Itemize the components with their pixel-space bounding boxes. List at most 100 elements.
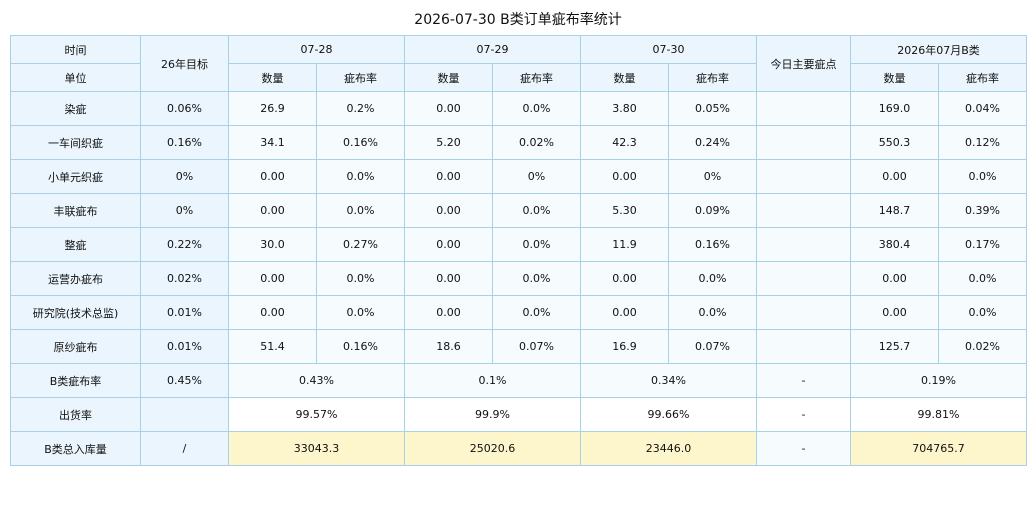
main-defect-cell <box>756 159 851 194</box>
rate-cell: 0.07% <box>492 329 581 364</box>
main-defect-cell <box>756 91 851 126</box>
rate-cell: 0.0% <box>316 261 405 296</box>
rate-cell: 0.0% <box>492 91 581 126</box>
rate-cell: 0.02% <box>492 125 581 160</box>
rate-cell: 0.0% <box>316 159 405 194</box>
qty-cell: 0.00 <box>228 295 317 330</box>
row-label: 整疵 <box>10 227 141 262</box>
summary-target <box>140 397 229 432</box>
month-qty-cell: 380.4 <box>850 227 939 262</box>
header-qty: 数量 <box>850 63 939 92</box>
month-rate-cell: 0.0% <box>938 295 1027 330</box>
target-value: 0% <box>140 193 229 228</box>
summary-value: 99.9% <box>404 397 581 432</box>
header-row-units: 单位 数量 疵布率 数量 疵布率 数量 疵布率 数量 疵布率 <box>10 63 1027 92</box>
header-rate: 疵布率 <box>492 63 581 92</box>
header-qty: 数量 <box>404 63 493 92</box>
row-label: 一车间织疵 <box>10 125 141 160</box>
rate-cell: 0.0% <box>668 261 757 296</box>
page-title: 2026-07-30 B类订单疵布率统计 <box>414 12 622 28</box>
summary-main-defect: - <box>756 431 851 466</box>
rate-cell: 0.0% <box>492 261 581 296</box>
header-date-1: 07-28 <box>228 35 405 64</box>
rate-cell: 0.24% <box>668 125 757 160</box>
main-defect-cell <box>756 295 851 330</box>
header-date-3: 07-30 <box>580 35 757 64</box>
qty-cell: 0.00 <box>580 261 669 296</box>
qty-cell: 5.30 <box>580 193 669 228</box>
qty-cell: 0.00 <box>404 159 493 194</box>
summary-value: 25020.6 <box>404 431 581 466</box>
summary-label: B类疵布率 <box>10 363 141 398</box>
table-row: 运营办疵布 0.02% 0.00 0.0% 0.00 0.0% 0.00 0.0% 0.00 0.… <box>10 261 1027 296</box>
header-unit: 单位 <box>10 63 141 92</box>
header-main-defect: 今日主要疵点 <box>756 35 851 92</box>
rate-cell: 0.09% <box>668 193 757 228</box>
month-rate-cell: 0.39% <box>938 193 1027 228</box>
rate-cell: 0.0% <box>492 295 581 330</box>
header-date-2: 07-29 <box>404 35 581 64</box>
row-label: 研究院(技术总监) <box>10 295 141 330</box>
qty-cell: 26.9 <box>228 91 317 126</box>
month-qty-cell: 169.0 <box>850 91 939 126</box>
rate-cell: 0.0% <box>492 193 581 228</box>
summary-label: B类总入库量 <box>10 431 141 466</box>
header-target: 26年目标 <box>140 35 229 92</box>
rate-cell: 0.07% <box>668 329 757 364</box>
summary-month: 99.81% <box>850 397 1027 432</box>
header-row-dates: 时间 26年目标 07-28 07-29 07-30 今日主要疵点 2026年0… <box>10 35 1027 92</box>
qty-cell: 0.00 <box>404 261 493 296</box>
summary-main-defect: - <box>756 397 851 432</box>
target-value: 0.01% <box>140 295 229 330</box>
main-defect-cell <box>756 193 851 228</box>
qty-cell: 3.80 <box>580 91 669 126</box>
rate-cell: 0.2% <box>316 91 405 126</box>
table-row: 一车间织疵 0.16% 34.1 0.16% 5.20 0.02% 42.3 0.24% 550… <box>10 125 1027 160</box>
rate-cell: 0.16% <box>668 227 757 262</box>
summary-row: 出货率 99.57% 99.9% 99.66% -99.81% <box>10 397 1027 432</box>
rate-cell: 0.16% <box>316 329 405 364</box>
month-rate-cell: 0.0% <box>938 261 1027 296</box>
qty-cell: 0.00 <box>228 159 317 194</box>
row-label: 丰联疵布 <box>10 193 141 228</box>
month-qty-cell: 0.00 <box>850 261 939 296</box>
main-defect-cell <box>756 227 851 262</box>
rate-cell: 0.05% <box>668 91 757 126</box>
month-qty-cell: 0.00 <box>850 295 939 330</box>
month-rate-cell: 0.02% <box>938 329 1027 364</box>
qty-cell: 30.0 <box>228 227 317 262</box>
summary-target: / <box>140 431 229 466</box>
qty-cell: 0.00 <box>404 295 493 330</box>
header-rate: 疵布率 <box>668 63 757 92</box>
header-qty: 数量 <box>580 63 669 92</box>
rate-cell: 0% <box>492 159 581 194</box>
row-label: 原纱疵布 <box>10 329 141 364</box>
summary-month: 704765.7 <box>850 431 1027 466</box>
main-defect-cell <box>756 125 851 160</box>
defect-rate-table: 时间 26年目标 07-28 07-29 07-30 今日主要疵点 2026年0… <box>10 35 1027 466</box>
rate-cell: 0.0% <box>492 227 581 262</box>
qty-cell: 42.3 <box>580 125 669 160</box>
table-row: 整疵 0.22% 30.0 0.27% 0.00 0.0% 11.9 0.16% 380.4 0.… <box>10 227 1027 262</box>
qty-cell: 0.00 <box>580 159 669 194</box>
summary-value: 23446.0 <box>580 431 757 466</box>
table-row: 小单元织疵 0% 0.00 0.0% 0.00 0% 0.00 0% 0.00 0.0% <box>10 159 1027 194</box>
qty-cell: 11.9 <box>580 227 669 262</box>
rate-cell: 0.0% <box>668 295 757 330</box>
summary-main-defect: - <box>756 363 851 398</box>
month-qty-cell: 125.7 <box>850 329 939 364</box>
header-qty: 数量 <box>228 63 317 92</box>
summary-value: 33043.3 <box>228 431 405 466</box>
table-row: 研究院(技术总监) 0.01% 0.00 0.0% 0.00 0.0% 0.00 0.0% 0.… <box>10 295 1027 330</box>
main-defect-cell <box>756 261 851 296</box>
month-qty-cell: 148.7 <box>850 193 939 228</box>
summary-value: 0.1% <box>404 363 581 398</box>
month-qty-cell: 0.00 <box>850 159 939 194</box>
table-row: 原纱疵布 0.01% 51.4 0.16% 18.6 0.07% 16.9 0.07% 125.… <box>10 329 1027 364</box>
main-defect-cell <box>756 329 851 364</box>
qty-cell: 0.00 <box>404 91 493 126</box>
qty-cell: 0.00 <box>228 261 317 296</box>
qty-cell: 16.9 <box>580 329 669 364</box>
row-label: 小单元织疵 <box>10 159 141 194</box>
rate-cell: 0.0% <box>316 193 405 228</box>
